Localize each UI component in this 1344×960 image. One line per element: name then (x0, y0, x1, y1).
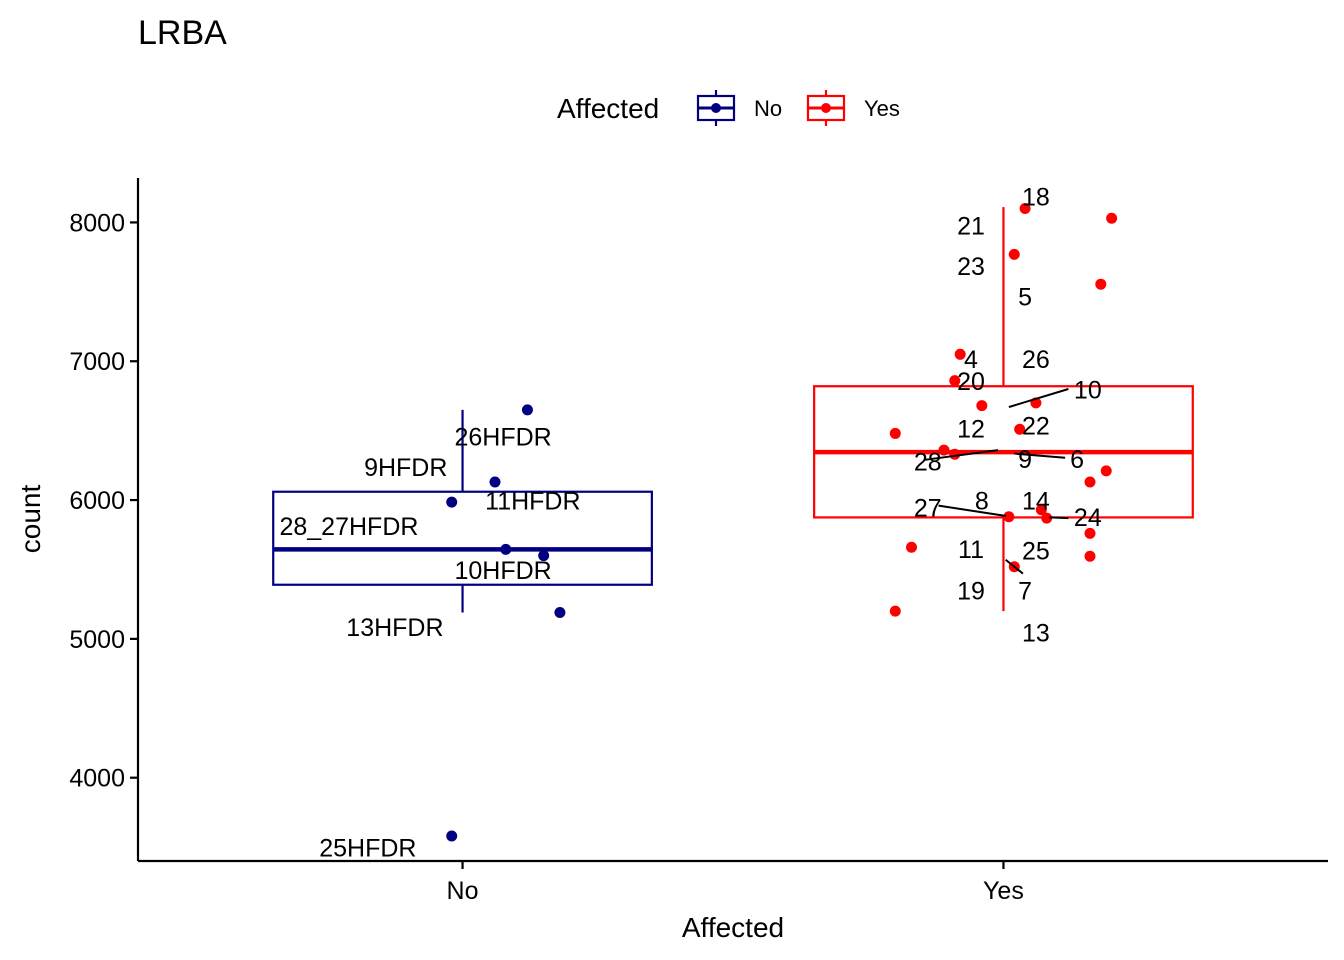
box-no (272, 490, 653, 586)
legend-title: Affected (557, 93, 659, 124)
chart-title: LRBA (138, 14, 227, 52)
point-label: 25HFDR (319, 835, 416, 863)
legend: Affected No Yes (557, 90, 900, 126)
data-point-yes (949, 448, 961, 460)
point-label: 13HFDR (346, 614, 443, 642)
legend-key-no (696, 90, 736, 126)
data-point-no (446, 830, 458, 842)
x-axis-title: Affected (682, 912, 784, 943)
data-point-yes (976, 400, 988, 412)
label-connector (1049, 516, 1069, 520)
point-label: 11HFDR (485, 487, 580, 515)
point-label: 5 (1018, 283, 1032, 311)
data-point-yes (1003, 511, 1015, 523)
y-tick-label: 4000 (69, 765, 125, 793)
point-label: 23 (957, 253, 985, 281)
data-point-no (521, 404, 533, 416)
data-point-yes (1095, 278, 1107, 290)
axes: 4000 5000 6000 7000 8000 No Yes (69, 178, 1328, 905)
data-point-yes (1100, 465, 1112, 477)
point-label: 13 (1022, 619, 1050, 647)
data-point-yes (1084, 550, 1096, 562)
data-point-yes (906, 541, 917, 553)
point-label: 11 (958, 536, 984, 564)
data-point-yes (954, 348, 966, 360)
x-tick-label: No (447, 877, 479, 905)
data-point-yes (1008, 248, 1020, 260)
label-connector (924, 449, 999, 461)
data-point-yes (949, 375, 961, 387)
y-tick-label: 6000 (69, 487, 125, 515)
point-label: 12 (957, 415, 985, 443)
x-tick-label: Yes (983, 877, 1024, 905)
label-connector (938, 504, 1007, 518)
data-point-no (489, 476, 501, 488)
point-label: 26 (1022, 346, 1050, 374)
data-point-no (538, 550, 550, 562)
point-label: 10HFDR (454, 557, 551, 585)
point-label: 18 (1022, 183, 1050, 211)
y-tick-label: 5000 (69, 626, 125, 654)
label-connector (1004, 558, 1024, 575)
data-point-no (554, 607, 566, 619)
data-point-yes (1106, 212, 1118, 224)
point-label: 10 (1074, 376, 1102, 404)
point-label: 28_27HFDR (279, 513, 418, 541)
point-label: 28 (914, 449, 942, 477)
point-label: 20 (957, 368, 985, 396)
data-point-no (446, 496, 458, 508)
point-label: 9 (1018, 446, 1032, 474)
data-point-yes (1084, 527, 1096, 539)
point-label: 6 (1070, 446, 1084, 474)
y-tick-label: 8000 (69, 209, 125, 237)
data-point-yes (889, 427, 901, 439)
legend-label-no: No (754, 96, 782, 121)
point-label: 14 (1022, 487, 1050, 515)
label-connector (1008, 388, 1069, 409)
data-point-yes (1035, 504, 1047, 516)
label-connector (1014, 452, 1066, 459)
data-point-yes (1014, 423, 1026, 435)
point-label: 4 (964, 346, 978, 374)
point-label: 9HFDR (364, 454, 447, 482)
point-label: 8 (975, 487, 989, 515)
point-label: 26HFDR (454, 424, 551, 452)
point-label: 19 (957, 578, 985, 606)
y-tick-label: 7000 (69, 348, 125, 376)
point-label: 25 (1022, 537, 1050, 565)
data-point-yes (1041, 512, 1053, 524)
point-label: 21 (957, 213, 985, 241)
data-point-no (500, 543, 512, 555)
point-label: 24 (1074, 504, 1102, 532)
y-axis-title: count (15, 485, 46, 554)
data-point-yes (938, 444, 950, 456)
data-point-yes (1084, 476, 1096, 488)
point-label: 27 (914, 494, 942, 522)
data-point-yes (1019, 203, 1031, 215)
data-point-yes (889, 605, 901, 617)
point-label: 7 (1018, 578, 1032, 606)
legend-key-yes (806, 90, 846, 126)
legend-label-yes: Yes (864, 96, 900, 121)
point-label: 22 (1022, 412, 1050, 440)
